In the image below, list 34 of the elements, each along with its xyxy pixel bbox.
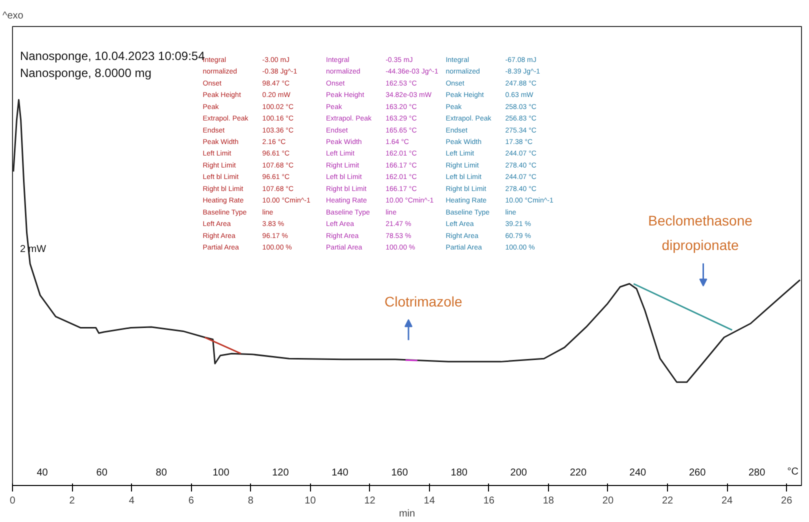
x-tick-label: 24 [722, 496, 734, 506]
x2-tick-label: 60 [96, 468, 108, 478]
x-tick-label: 4 [128, 496, 135, 506]
x-tick-label: 16 [483, 496, 495, 506]
x-tick-label: 18 [542, 496, 554, 506]
x2-tick-label: 280 [748, 468, 766, 478]
x2-tick-label: 260 [688, 468, 706, 478]
x-tick-label: 8 [248, 496, 254, 506]
x2-tick-label: 200 [510, 468, 528, 478]
x-tick-label: 22 [662, 496, 674, 506]
x-tick-label: 6 [188, 496, 194, 506]
x2-tick-label: 140 [332, 468, 349, 478]
x-tick-label: 0 [10, 496, 16, 506]
x-axis-title: min [398, 508, 416, 520]
x2-axis-title: °C [787, 466, 799, 478]
x2-tick-label: 120 [272, 468, 290, 478]
chart-subtitle: Nanosponge, 8.0000 mg [20, 66, 152, 80]
x2-tick-label: 160 [391, 468, 408, 478]
x-tick-label: 12 [364, 496, 376, 506]
text: ^exo [2, 10, 24, 22]
x-tick-label: 2 [69, 496, 76, 506]
x-tick-label: 20 [602, 496, 614, 506]
x2-tick-label: 220 [570, 468, 587, 478]
x2-tick-label: 40 [36, 468, 48, 478]
annotation: Beclomethasone dipropionate [648, 212, 753, 254]
x2-tick-label: 80 [156, 468, 168, 478]
y-axis-title: 2 mW [20, 244, 47, 256]
x2-tick-label: 180 [450, 468, 468, 478]
x-tick-label: 10 [304, 496, 316, 506]
x-tick-label: 26 [781, 496, 793, 506]
x-tick-label: 14 [424, 496, 436, 506]
x2-tick-label: 240 [629, 468, 647, 478]
x2-tick-label: 100 [212, 468, 230, 478]
annotation: Clotrimazole [384, 294, 462, 310]
